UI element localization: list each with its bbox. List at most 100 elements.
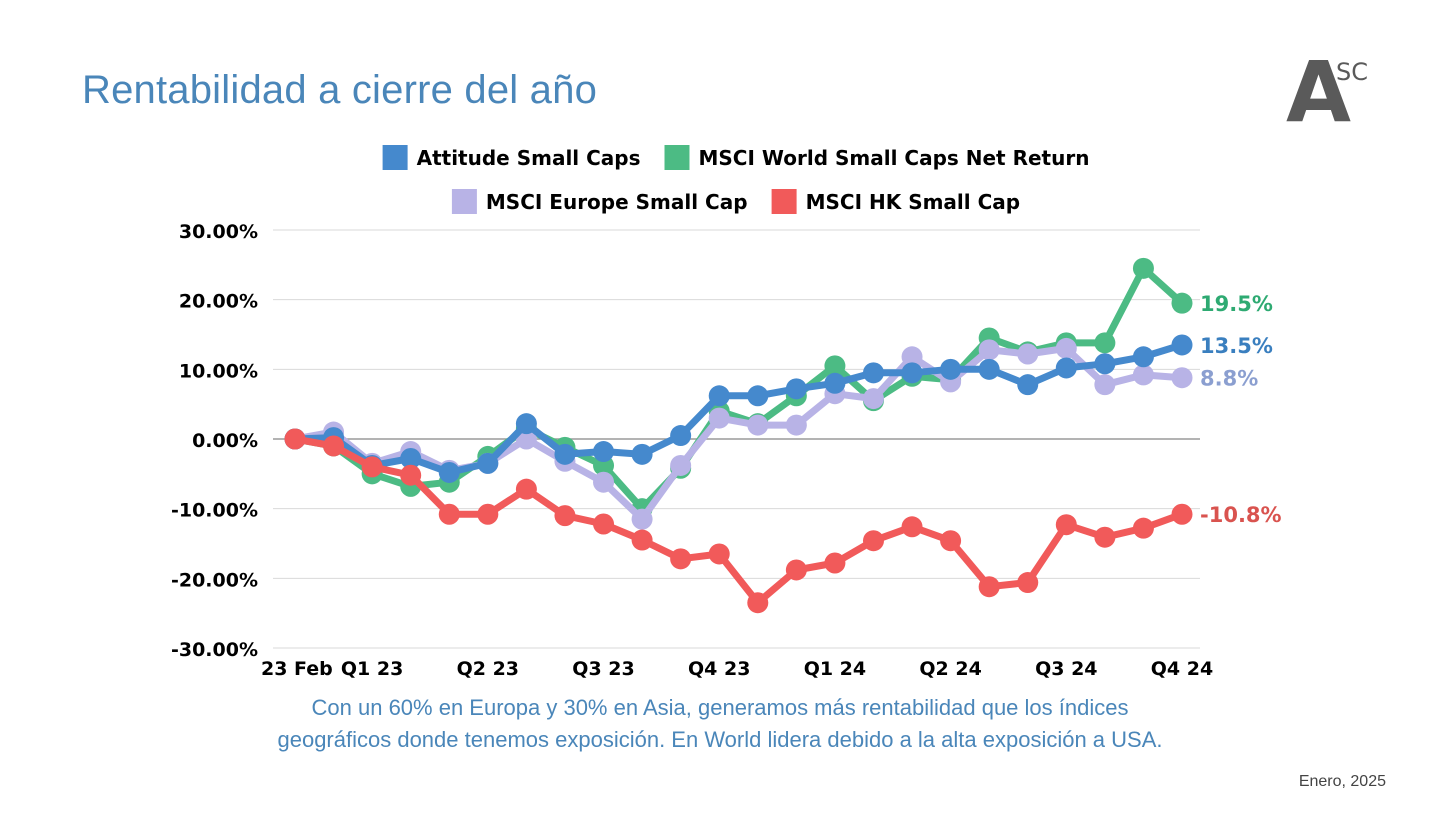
data-point	[1055, 514, 1077, 536]
data-point	[1171, 367, 1193, 389]
data-point	[284, 428, 306, 450]
logo-letter: A	[1286, 43, 1352, 141]
legend-label: MSCI Europe Small Cap	[486, 190, 748, 214]
data-point	[824, 552, 846, 574]
data-point	[901, 362, 923, 384]
data-point	[1132, 257, 1154, 279]
legend-label: MSCI World Small Caps Net Return	[699, 146, 1090, 170]
data-point	[824, 355, 846, 377]
data-point	[1017, 572, 1039, 594]
data-point	[438, 503, 460, 525]
end-label-msci-hk-small-cap: -10.8%	[1200, 503, 1282, 527]
data-point	[670, 425, 692, 447]
data-point	[670, 454, 692, 476]
caption-line-1: Con un 60% en Europa y 30% en Asia, gene…	[311, 695, 1129, 720]
data-point	[1055, 337, 1077, 359]
y-tick-label: -20.00%	[171, 569, 258, 591]
legend-item-attitude-small-caps: Attitude Small Caps	[382, 145, 641, 170]
data-point	[1017, 374, 1039, 396]
data-point	[708, 543, 730, 565]
data-point	[670, 548, 692, 570]
y-axis-labels: 30.00% 20.00% 10.00% 0.00% -10.00% -20.00% -30…	[171, 221, 258, 661]
series-msci-world-small-caps-net-return	[284, 257, 1193, 520]
legend-swatch	[771, 189, 797, 214]
y-tick-label: -10.00%	[171, 500, 258, 522]
y-tick-label: 20.00%	[179, 291, 258, 313]
data-point	[515, 478, 537, 500]
data-point	[593, 441, 615, 463]
page-title: Rentabilidad a cierre del año	[82, 68, 598, 112]
chart-gridlines	[273, 229, 1200, 649]
data-point	[1171, 292, 1193, 314]
data-point	[785, 378, 807, 400]
legend-item-msci-world-small-caps-net-return: MSCI World Small Caps Net Return	[664, 145, 1090, 170]
data-point	[1094, 353, 1116, 375]
chart-legend: Attitude Small Caps MSCI World Small Caps…	[382, 145, 1090, 214]
data-point	[477, 503, 499, 525]
data-point	[1132, 346, 1154, 368]
x-tick-label: Q1 24	[804, 658, 866, 680]
x-tick-label: Q1 23	[341, 658, 403, 680]
data-point	[940, 358, 962, 380]
end-label-attitude-small-caps: 13.5%	[1200, 334, 1273, 358]
y-tick-label: -30.00%	[171, 639, 258, 661]
data-point	[747, 414, 769, 436]
chart-caption: Con un 60% en Europa y 30% en Asia, gene…	[160, 692, 1280, 756]
legend-swatch	[664, 145, 690, 170]
x-tick-label: Q3 23	[572, 658, 634, 680]
data-point	[1094, 374, 1116, 396]
data-point	[708, 407, 730, 429]
data-point	[1171, 503, 1193, 525]
data-point	[747, 592, 769, 614]
data-point	[515, 413, 537, 435]
data-point	[785, 414, 807, 436]
legend-item-msci-europe-small-cap: MSCI Europe Small Cap	[451, 189, 748, 214]
x-tick-label: Q2 24	[919, 658, 981, 680]
data-point	[901, 516, 923, 538]
series-msci-hk-small-cap	[284, 428, 1193, 614]
data-point	[785, 559, 807, 581]
data-point	[1171, 334, 1193, 356]
data-point	[862, 388, 884, 410]
y-tick-label: 0.00%	[192, 430, 258, 452]
data-point	[708, 385, 730, 407]
y-tick-label: 30.00%	[179, 221, 258, 243]
data-point	[631, 443, 653, 465]
data-point	[477, 452, 499, 474]
data-point	[1094, 526, 1116, 548]
data-point	[978, 339, 1000, 361]
data-point	[323, 435, 345, 457]
x-axis-labels: 23 Feb Q1 23 Q2 23 Q3 23 Q4 23 Q1 24 Q2 24 Q3 2…	[261, 658, 1213, 680]
data-point	[1132, 364, 1154, 386]
data-point	[862, 530, 884, 552]
caption-line-2: geográficos donde tenemos exposición. En…	[277, 727, 1163, 752]
end-value-labels: 19.5% 8.8% 13.5% -10.8%	[1200, 292, 1282, 527]
data-point	[438, 461, 460, 483]
data-point	[940, 530, 962, 552]
data-point	[978, 576, 1000, 598]
data-point	[554, 443, 576, 465]
data-point	[901, 346, 923, 368]
legend-swatch	[382, 145, 408, 170]
data-point	[361, 456, 383, 478]
series-line	[291, 264, 1186, 513]
legend-label: Attitude Small Caps	[417, 146, 641, 170]
end-label-msci-world-small-caps-net-return: 19.5%	[1200, 292, 1273, 316]
data-point	[1132, 517, 1154, 539]
data-point	[631, 529, 653, 551]
end-label-msci-europe-small-cap: 8.8%	[1200, 367, 1258, 391]
data-point	[400, 464, 422, 486]
plot-area	[284, 257, 1193, 614]
data-point	[1094, 332, 1116, 354]
x-tick-label: 23 Feb	[261, 658, 333, 680]
footer-date: Enero, 2025	[1298, 773, 1386, 790]
y-tick-label: 10.00%	[179, 360, 258, 382]
series-line	[291, 341, 1186, 476]
legend-label: MSCI HK Small Cap	[806, 190, 1021, 214]
data-point	[593, 471, 615, 493]
logo-superscript: SC	[1336, 58, 1368, 86]
series-attitude-small-caps	[284, 334, 1193, 483]
legend-item-msci-hk-small-cap: MSCI HK Small Cap	[771, 189, 1021, 214]
data-point	[824, 372, 846, 394]
